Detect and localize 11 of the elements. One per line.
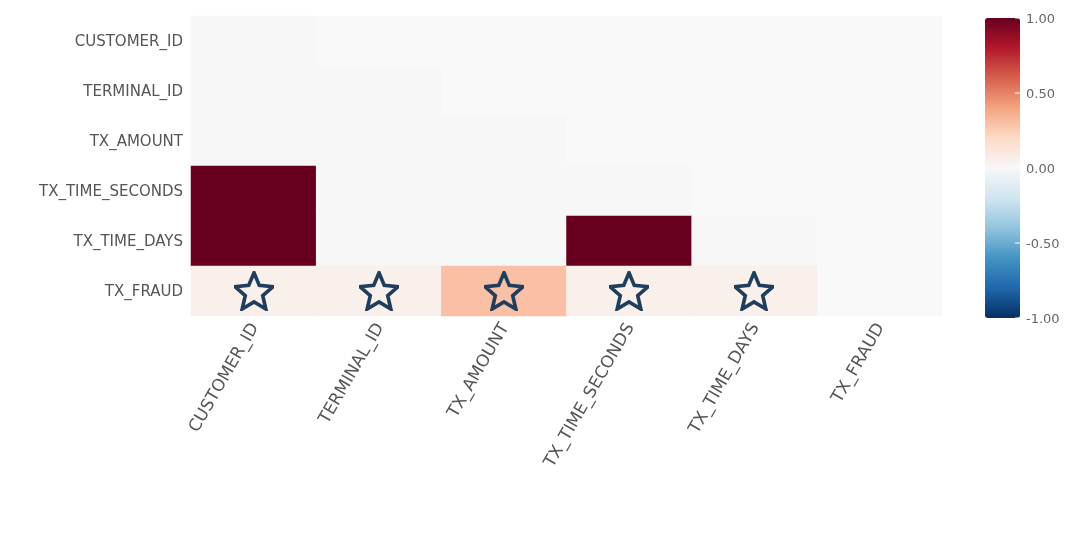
color-bar-label: 0.50 xyxy=(1026,85,1055,101)
y-tick-label: TX_AMOUNT xyxy=(88,132,184,151)
y-tick-label: CUSTOMER_ID xyxy=(74,32,183,51)
y-tick-label: TX_TIME_SECONDS xyxy=(37,182,183,201)
color-bar-label: 1.00 xyxy=(1026,10,1055,26)
y-tick-label: TERMINAL_ID xyxy=(82,82,183,101)
color-bar-label: 0.00 xyxy=(1026,160,1055,176)
color-bar-label: -0.50 xyxy=(1026,235,1060,251)
y-tick-label: TX_TIME_DAYS xyxy=(72,232,183,251)
y-tick-label: TX_FRAUD xyxy=(103,282,183,301)
color-bar-label: -1.00 xyxy=(1026,310,1060,326)
